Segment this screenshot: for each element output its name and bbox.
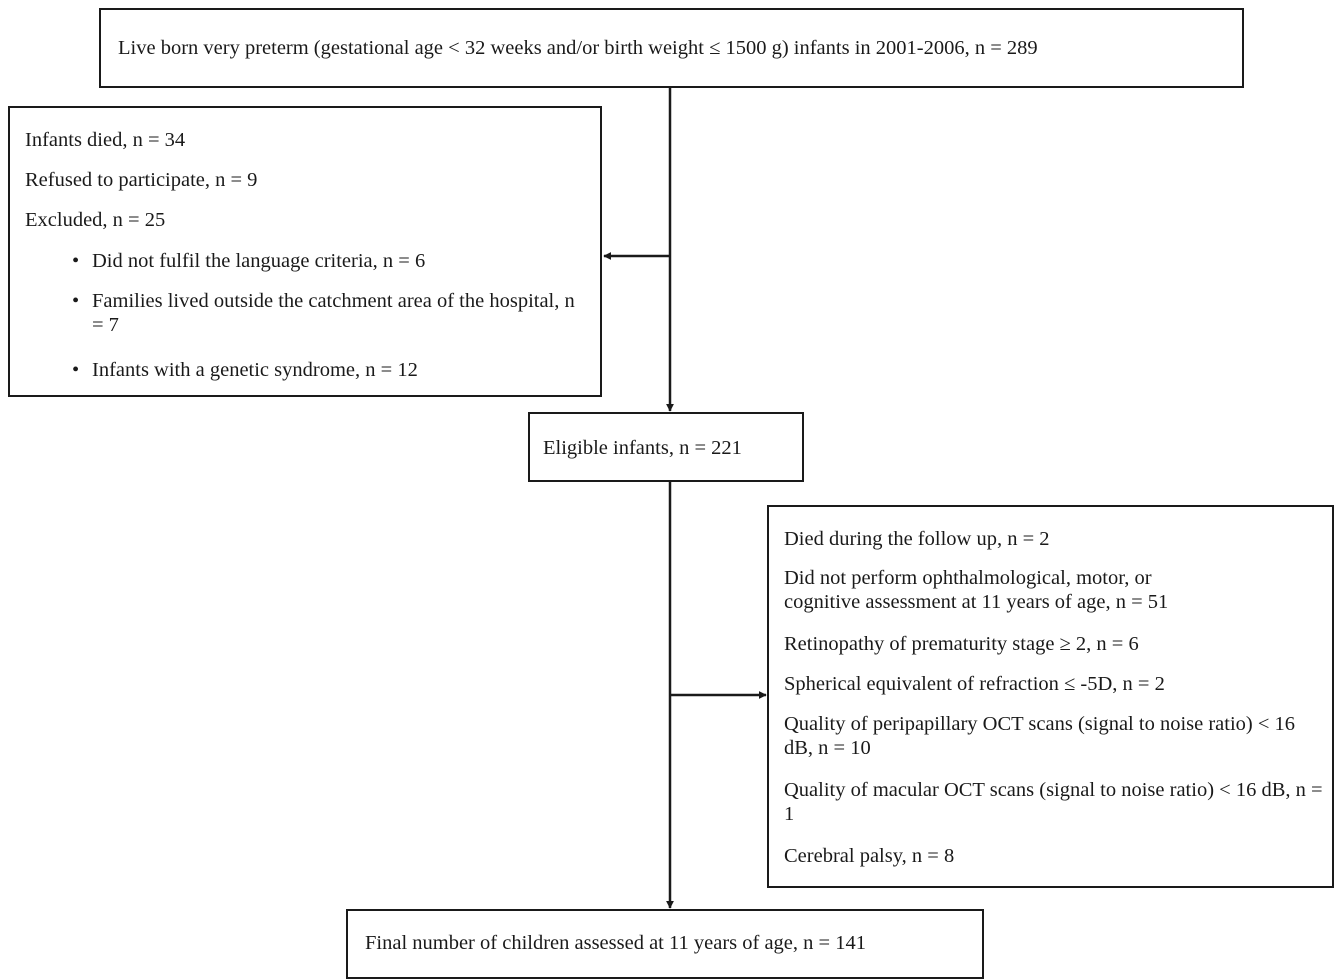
exclusion-2-died: Died during the follow up, n = 2 bbox=[784, 528, 1050, 550]
eligible-text: Eligible infants, n = 221 bbox=[543, 437, 742, 459]
exclusion-1-bullet-genetic: Infants with a genetic syndrome, n = 12 bbox=[92, 359, 418, 381]
final-text: Final number of children assessed at 11 … bbox=[365, 932, 866, 954]
bullet-marker: • bbox=[72, 290, 80, 312]
exclusion-1-bullet-catchment: Families lived outside the catchment are… bbox=[92, 290, 575, 336]
exclusion-1-died: Infants died, n = 34 bbox=[25, 129, 186, 151]
eligible-box: Eligible infants, n = 221 bbox=[528, 412, 804, 482]
exclusion-1-refused: Refused to participate, n = 9 bbox=[25, 169, 258, 191]
exclusion-2-peripapillary-oct: Quality of peripapillary OCT scans (sign… bbox=[784, 713, 1296, 759]
bullet-marker: • bbox=[72, 359, 80, 381]
exclusion-box-2: Died during the follow up, n = 2 Did not… bbox=[767, 505, 1334, 888]
exclusion-2-refraction: Spherical equivalent of refraction ≤ -5D… bbox=[784, 673, 1165, 695]
exclusion-box-1: Infants died, n = 34 Refused to particip… bbox=[8, 106, 602, 397]
final-box: Final number of children assessed at 11 … bbox=[346, 909, 984, 979]
exclusion-2-rop: Retinopathy of prematurity stage ≥ 2, n … bbox=[784, 633, 1139, 655]
exclusion-2-cerebral-palsy: Cerebral palsy, n = 8 bbox=[784, 845, 955, 867]
exclusion-1-excluded: Excluded, n = 25 bbox=[25, 209, 166, 231]
exclusion-2-no-assessment: Did not perform ophthalmological, motor,… bbox=[784, 567, 1169, 613]
enrollment-box: Live born very preterm (gestational age … bbox=[99, 8, 1244, 88]
exclusion-1-bullet-language: Did not fulfil the language criteria, n … bbox=[92, 250, 426, 272]
bullet-marker: • bbox=[72, 250, 80, 272]
enrollment-text: Live born very preterm (gestational age … bbox=[118, 37, 1038, 59]
exclusion-2-macular-oct: Quality of macular OCT scans (signal to … bbox=[784, 779, 1323, 825]
